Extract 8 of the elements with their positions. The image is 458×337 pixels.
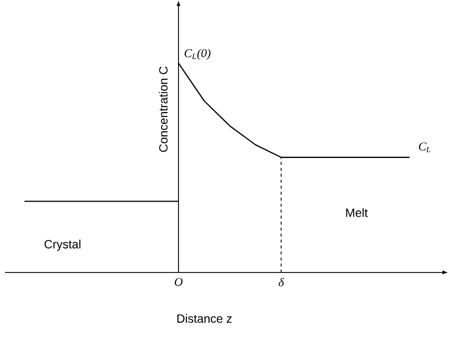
x-tick-label: δ: [278, 278, 284, 286]
annotation: C$_{L}$(0): [184, 48, 210, 60]
annotation: Melt: [346, 208, 368, 217]
annotation: C$_{L}$: [418, 142, 430, 152]
y-axis-title: Concentration C: [158, 66, 168, 152]
x-tick-label: O: [174, 278, 183, 286]
annotation: Crystal: [44, 239, 80, 251]
x-axis-title: Distance z: [177, 314, 232, 323]
